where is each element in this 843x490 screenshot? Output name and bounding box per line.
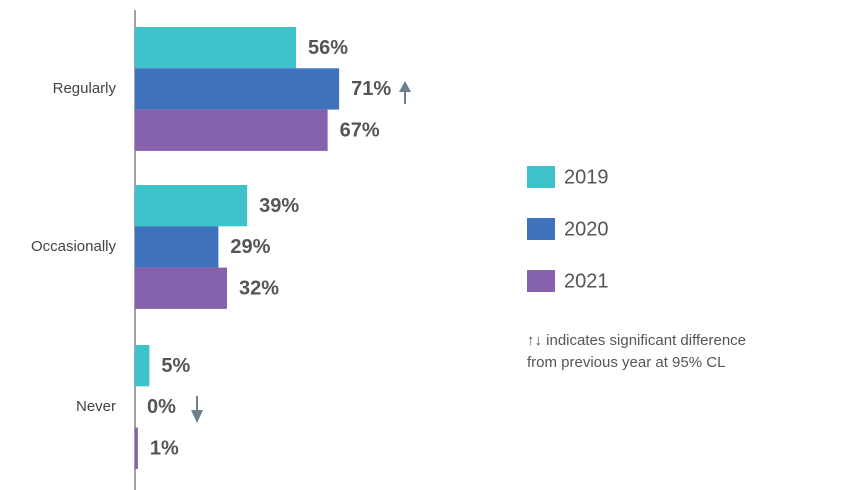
bar — [135, 226, 219, 268]
legend-label: 2019 — [564, 166, 609, 188]
category-label: Regularly — [53, 80, 117, 97]
category-label: Occasionally — [31, 238, 117, 255]
legend-label: 2020 — [564, 218, 609, 240]
value-label: 39% — [259, 195, 299, 217]
value-label: 29% — [230, 236, 270, 258]
legend-label: 2021 — [564, 270, 609, 292]
legend-swatch — [527, 218, 555, 240]
bar — [135, 68, 340, 110]
legend-swatch — [527, 166, 555, 188]
significance-up-arrow — [399, 81, 411, 104]
category-label: Never — [76, 398, 116, 415]
note-line: from previous year at 95% CL — [527, 354, 725, 371]
value-label: 67% — [340, 120, 380, 142]
significance-down-arrow — [191, 396, 203, 423]
value-label: 5% — [161, 355, 190, 377]
bar — [135, 267, 227, 309]
legend-swatch — [527, 270, 555, 292]
value-label: 32% — [239, 278, 279, 300]
bar — [135, 185, 248, 227]
value-label: 71% — [351, 78, 391, 100]
bar — [135, 427, 138, 469]
bar — [135, 27, 296, 69]
bar — [135, 109, 328, 151]
value-label: 1% — [150, 438, 179, 460]
value-label: 0% — [147, 396, 176, 418]
value-label: 56% — [308, 37, 348, 59]
note-line: ↑↓ indicates significant difference — [527, 332, 746, 349]
bar — [135, 345, 150, 387]
